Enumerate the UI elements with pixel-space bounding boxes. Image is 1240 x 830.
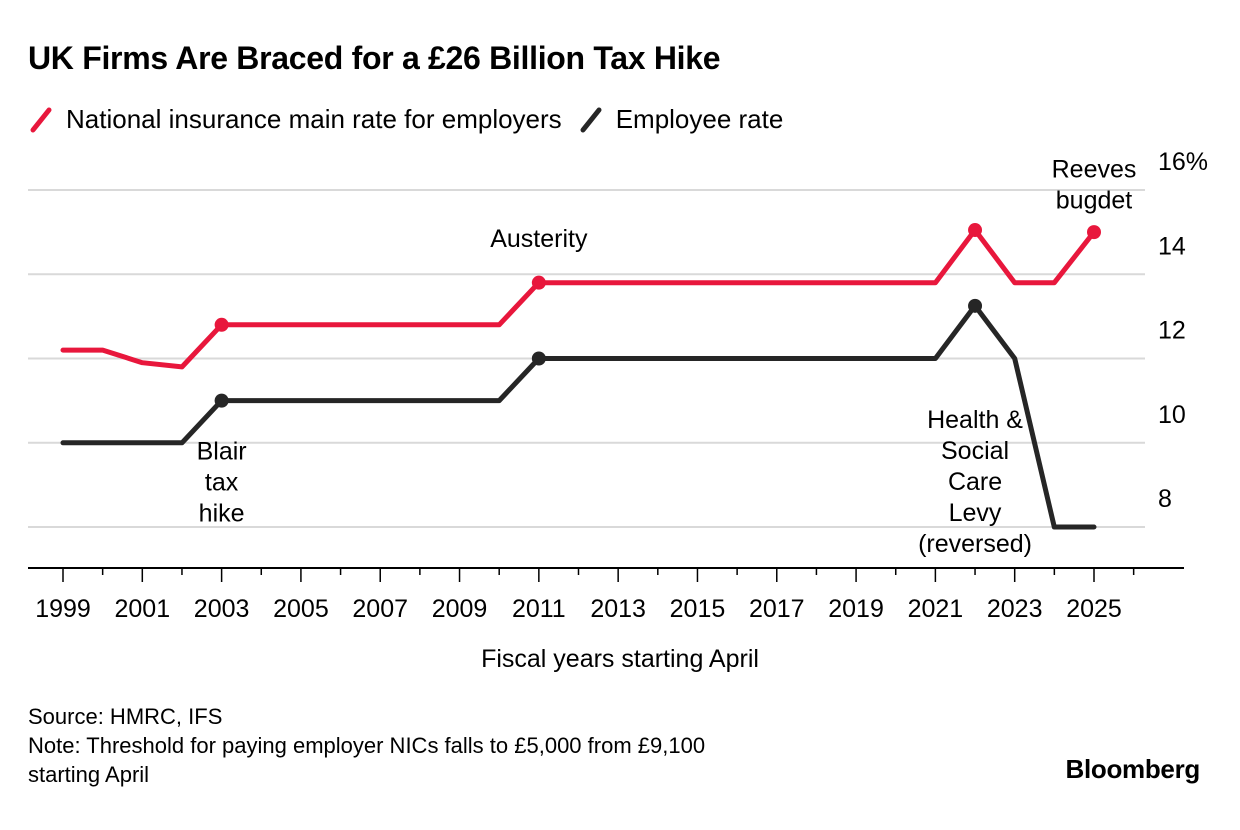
note-text-line1: Note: Threshold for paying employer NICs… [28, 733, 706, 758]
x-tick-label-2017: 2017 [749, 595, 805, 623]
x-tick-label-2015: 2015 [670, 595, 726, 623]
legend-swatch-employer-icon [30, 107, 52, 132]
series-1-marker-2011 [531, 351, 546, 366]
series-1-marker-2022 [968, 298, 983, 313]
series-line-0 [60, 227, 1097, 370]
note-text-line2: starting April [28, 762, 150, 787]
legend-label-employer: National insurance main rate for employe… [66, 104, 562, 134]
brand-logo: Bloomberg [1065, 754, 1200, 784]
x-tick-label-2011: 2011 [512, 595, 566, 623]
series-line-1 [60, 303, 1097, 530]
series-0-marker-2025 [1087, 225, 1101, 240]
x-tick-label-2005: 2005 [273, 595, 329, 623]
x-axis-label: Fiscal years starting April [481, 645, 759, 673]
legend-label-employee: Employee rate [615, 104, 784, 134]
y-tick-label-10: 10 [1158, 401, 1186, 429]
x-tick-label-1999: 1999 [35, 595, 91, 623]
series-0-marker-2003 [214, 317, 229, 332]
x-tick-label-2003: 2003 [194, 595, 250, 623]
y-tick-label-16: 16% [1158, 148, 1208, 176]
x-tick-label-2001: 2001 [114, 595, 170, 623]
legend-swatch-employee-icon [580, 107, 602, 132]
source-text: Source: HMRC, IFS [28, 704, 223, 729]
legend-item-employer: National insurance main rate for employe… [28, 104, 562, 135]
y-tick-label-14: 14 [1158, 232, 1186, 260]
series-0-marker-2022 [968, 223, 983, 238]
x-tick-label-2025: 2025 [1066, 595, 1122, 623]
annotation-0: Blair tax hike [197, 438, 247, 528]
y-tick-label-8: 8 [1158, 485, 1172, 513]
y-tick-label-12: 12 [1158, 317, 1186, 345]
annotation-3: Reeves bugdet [1052, 155, 1137, 214]
annotation-2: Health & Social Care Levy (reversed) [918, 406, 1032, 558]
x-tick-label-2019: 2019 [828, 595, 884, 623]
series-1-marker-2003 [214, 393, 229, 408]
x-tick-label-2009: 2009 [432, 595, 488, 623]
chart-title: UK Firms Are Braced for a £26 Billion Ta… [28, 40, 721, 76]
legend-item-employee: Employee rate [578, 104, 784, 135]
series-0-marker-2011 [531, 275, 546, 290]
x-tick-label-2007: 2007 [352, 595, 408, 623]
x-tick-label-2021: 2021 [908, 595, 964, 623]
x-tick-label-2013: 2013 [590, 595, 646, 623]
x-tick-label-2023: 2023 [987, 595, 1043, 623]
footer-notes: Source: HMRC, IFS Note: Threshold for pa… [28, 702, 705, 789]
annotation-1: Austerity [490, 225, 588, 253]
legend: National insurance main rate for employe… [28, 104, 799, 135]
